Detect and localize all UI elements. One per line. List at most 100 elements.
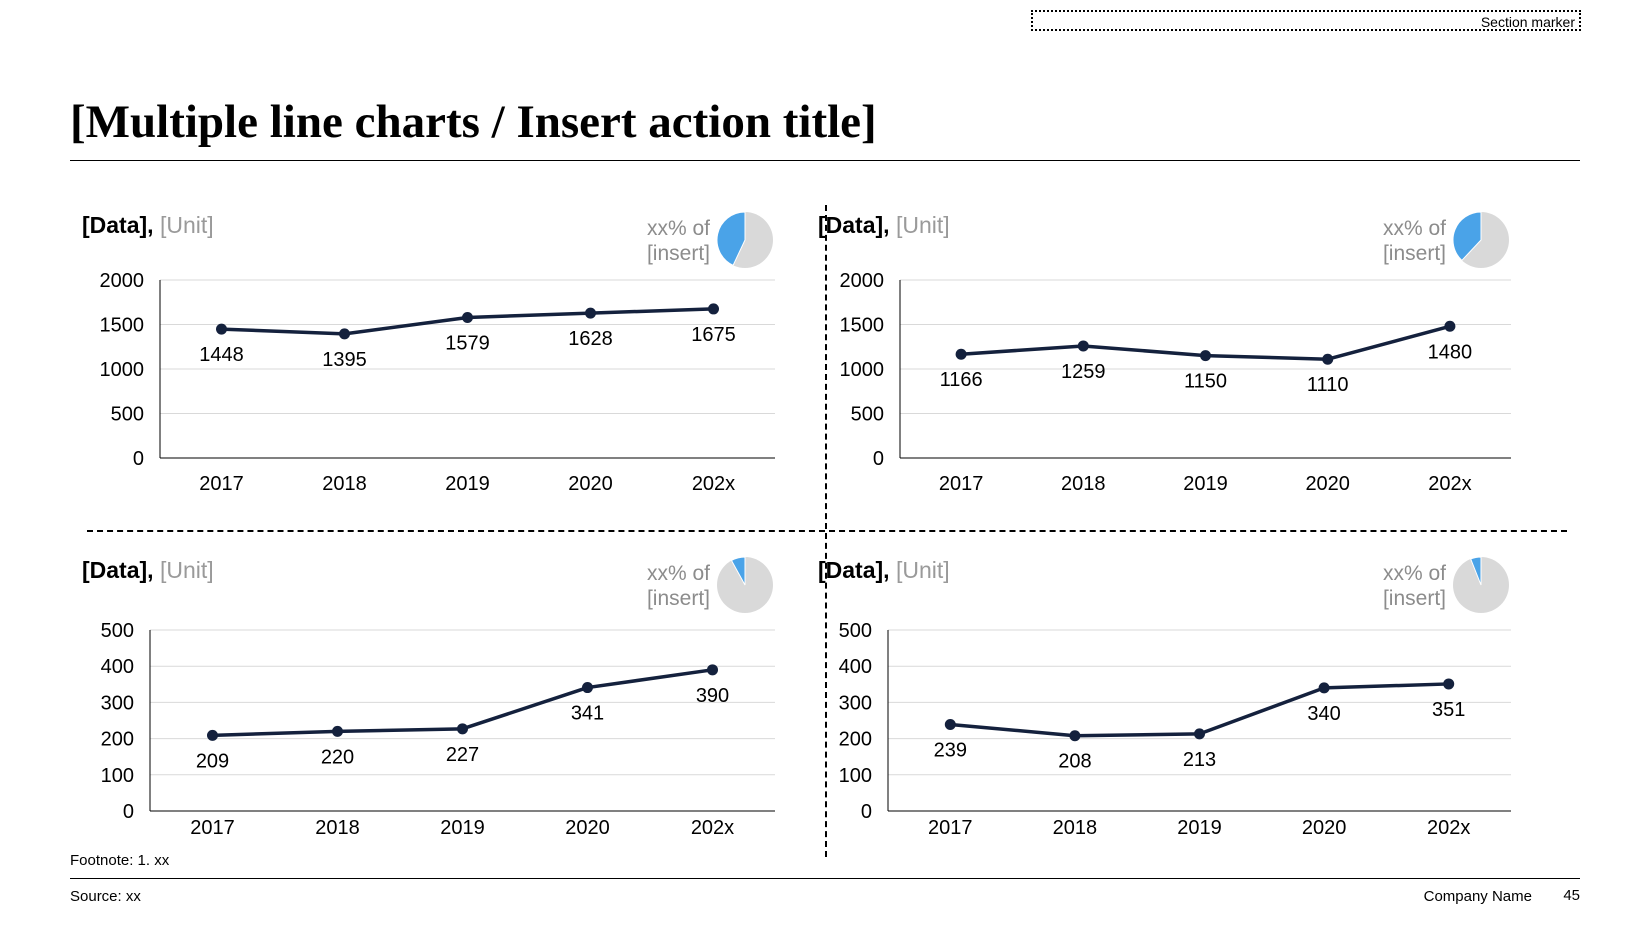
y-tick-label: 100 — [839, 765, 872, 787]
series-line — [950, 682, 1449, 738]
line-chart: 0 100 200 300 400 500 2017 2018 2019 2020 202x 239 2… — [839, 620, 1511, 839]
data-point — [1200, 350, 1211, 362]
data-label: 1628 — [568, 328, 613, 350]
chart-title-unit: [Unit] — [895, 212, 950, 238]
y-tick-label: 300 — [839, 692, 872, 714]
y-tick-label: 0 — [133, 448, 144, 470]
share-label-line-1: xx% of — [1382, 562, 1446, 585]
data-label: 213 — [1183, 749, 1216, 771]
source-note: Source: xx — [70, 888, 141, 905]
chart-panel-1: [Data], [Unit] xx% of [insert] 0 500 1000 15… — [70, 200, 790, 525]
data-label: 209 — [196, 750, 229, 772]
chart-title: [Data], [Unit] — [82, 557, 214, 584]
page-number: 45 — [1563, 887, 1580, 904]
y-tick-label: 500 — [851, 404, 884, 426]
y-tick-label: 500 — [111, 404, 144, 426]
data-point — [707, 664, 718, 676]
x-tick-label: 202x — [1427, 817, 1470, 839]
line-chart: 0 500 1000 1500 2000 2017 2018 2019 2020 202x 1166… — [840, 270, 1511, 495]
page-title: [Multiple line charts / Insert action ti… — [70, 96, 877, 148]
y-tick-label: 100 — [101, 765, 134, 787]
data-point — [1194, 728, 1205, 740]
x-tick-label: 2018 — [1053, 817, 1098, 839]
data-label: 1395 — [322, 349, 367, 371]
data-label: 341 — [571, 703, 604, 725]
chart-panel-2: [Data], [Unit] xx% of [insert] 0 500 1000 15… — [806, 200, 1526, 525]
chart-title-unit: [Unit] — [895, 557, 950, 583]
data-point — [332, 725, 343, 737]
data-label: 227 — [446, 744, 479, 766]
data-label: 390 — [696, 685, 729, 707]
y-tick-label: 0 — [861, 801, 872, 823]
data-point — [708, 303, 719, 315]
company-name: Company Name — [1423, 888, 1532, 905]
data-point — [216, 323, 227, 335]
x-tick-label: 2018 — [315, 817, 360, 839]
chart-title: [Data], [Unit] — [818, 212, 950, 239]
x-tick-label: 2020 — [1305, 473, 1350, 495]
x-tick-label: 2017 — [199, 473, 244, 495]
x-tick-label: 2017 — [928, 817, 973, 839]
chart-title-data: [Data], — [82, 212, 154, 238]
share-label-line-1: xx% of — [1382, 217, 1446, 240]
y-tick-label: 2000 — [100, 270, 145, 292]
x-tick-label: 2019 — [1177, 817, 1222, 839]
y-tick-label: 0 — [123, 801, 134, 823]
y-tick-label: 500 — [839, 620, 872, 642]
share-label-line-1: xx% of — [646, 217, 710, 240]
data-point — [1069, 730, 1081, 742]
x-tick-label: 202x — [692, 473, 735, 495]
y-tick-label: 1000 — [840, 359, 885, 381]
y-tick-label: 1500 — [100, 315, 145, 337]
share-label-line-2: [insert] — [1382, 242, 1446, 265]
chart-title: [Data], [Unit] — [818, 557, 950, 584]
x-tick-label: 2019 — [1183, 473, 1228, 495]
chart-title-unit: [Unit] — [159, 212, 214, 238]
chart-title-unit: [Unit] — [159, 557, 214, 583]
share-label: xx% of [insert] — [590, 561, 710, 611]
y-tick-label: 300 — [101, 692, 134, 714]
y-tick-label: 200 — [839, 729, 872, 751]
x-tick-label: 2020 — [1302, 817, 1347, 839]
chart-title-data: [Data], — [818, 557, 890, 583]
x-tick-label: 2020 — [565, 817, 610, 839]
y-tick-label: 1000 — [100, 359, 145, 381]
data-label: 351 — [1432, 699, 1465, 721]
line-chart: 0 500 1000 1500 2000 2017 2018 2019 2020 202x 1448… — [100, 270, 775, 495]
share-label-line-1: xx% of — [646, 562, 710, 585]
title-divider — [70, 160, 1580, 161]
data-label: 220 — [321, 746, 354, 768]
data-point — [1444, 320, 1456, 332]
data-label: 1259 — [1061, 361, 1106, 383]
line-chart: 0 100 200 300 400 500 2017 2018 2019 2020 202x 209 2… — [101, 620, 775, 839]
share-label-line-2: [insert] — [646, 242, 710, 265]
chart-title-data: [Data], — [82, 557, 154, 583]
data-label: 1150 — [1184, 371, 1227, 393]
y-tick-label: 500 — [101, 620, 134, 642]
x-tick-label: 2018 — [322, 473, 367, 495]
chart-title-data: [Data], — [818, 212, 890, 238]
y-tick-label: 0 — [873, 448, 884, 470]
data-point — [955, 348, 967, 360]
share-pie — [1452, 211, 1509, 268]
x-tick-label: 2019 — [440, 817, 485, 839]
data-label: 1110 — [1307, 374, 1349, 396]
share-pie — [1453, 556, 1509, 613]
data-label: 340 — [1307, 703, 1340, 725]
data-point — [1077, 340, 1089, 352]
data-point — [582, 682, 593, 694]
x-tick-label: 202x — [691, 817, 734, 839]
share-label-line-2: [insert] — [646, 587, 710, 610]
data-point — [1443, 678, 1455, 690]
data-point — [207, 729, 218, 741]
pie-share-slice — [730, 556, 746, 586]
y-tick-label: 2000 — [840, 270, 885, 292]
y-tick-label: 200 — [101, 729, 134, 751]
footnote: Footnote: 1. xx — [70, 852, 170, 869]
x-tick-label: 2017 — [190, 817, 235, 839]
y-tick-label: 400 — [101, 656, 134, 678]
share-label: xx% of [insert] — [1326, 216, 1446, 266]
share-pie — [716, 211, 773, 268]
x-tick-label: 2018 — [1061, 473, 1106, 495]
